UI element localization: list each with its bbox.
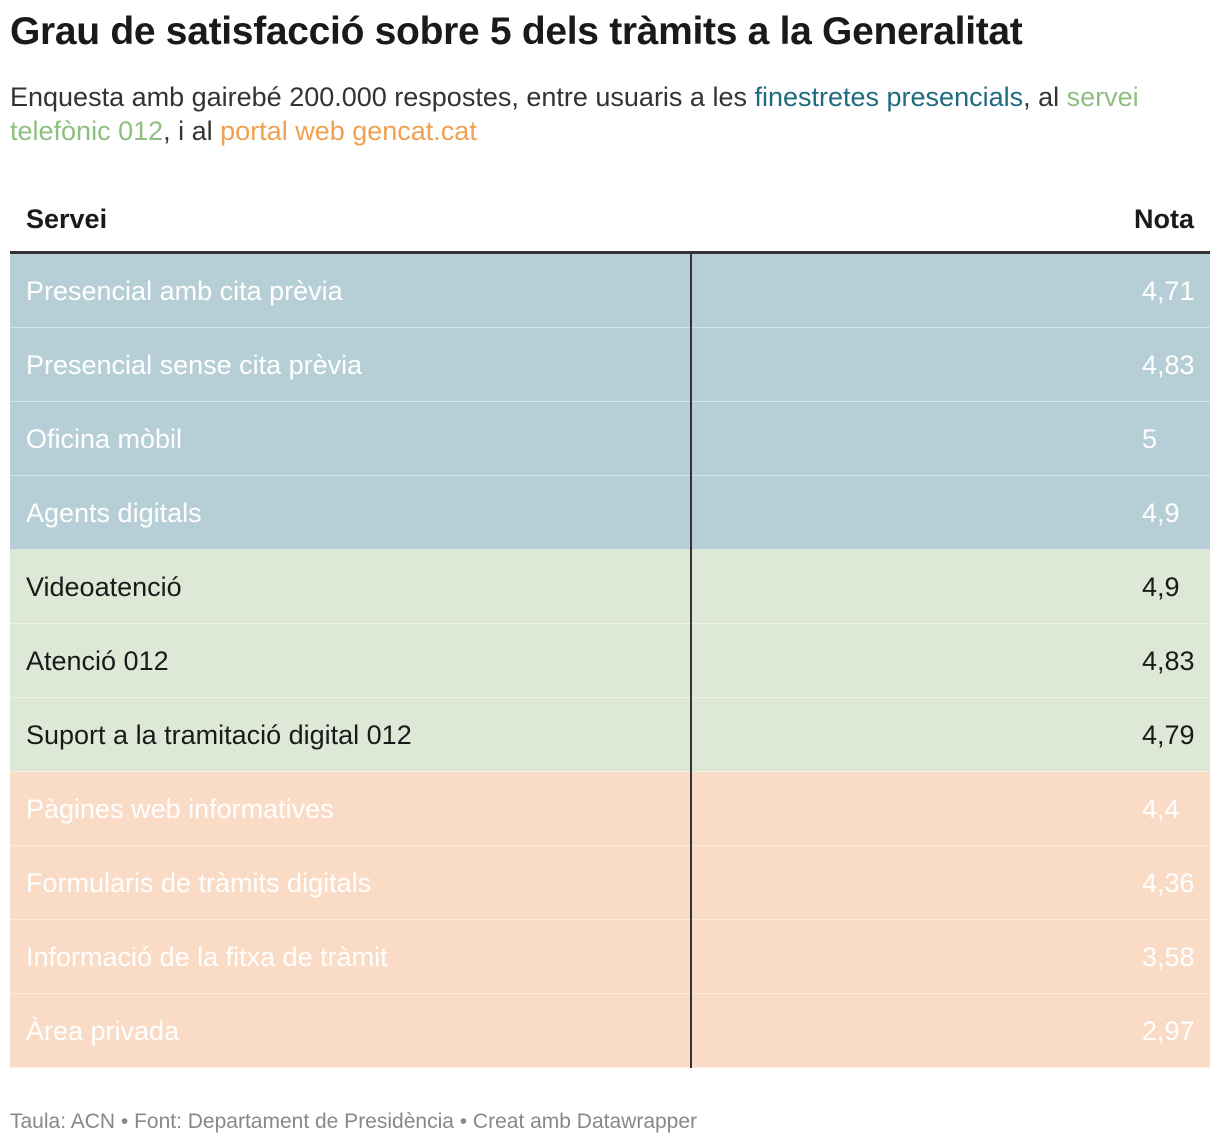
table-header: Servei Nota — [10, 190, 1210, 254]
cell-nota: 4,71 — [1142, 276, 1195, 306]
table-row: Àrea privada 2,97 — [10, 994, 1210, 1068]
subtitle-highlight-web: portal web gencat.cat — [220, 116, 477, 146]
cell-nota: 4,9 — [1142, 498, 1180, 528]
cell-nota: 4,36 — [1142, 868, 1195, 898]
table-row: Presencial amb cita prèvia 4,71 — [10, 254, 1210, 328]
cell-servei: Formularis de tràmits digitals — [26, 868, 372, 898]
subtitle-text-1: Enquesta amb gairebé 200.000 respostes, … — [10, 82, 755, 112]
cell-nota: 4,83 — [1142, 350, 1195, 380]
subtitle-text-3: , i al — [163, 116, 221, 146]
cell-nota: 4,4 — [1142, 794, 1180, 824]
column-divider — [690, 254, 692, 1068]
table-row: Atenció 012 4,83 — [10, 624, 1210, 698]
chart-subtitle: Enquesta amb gairebé 200.000 respostes, … — [10, 80, 1200, 148]
cell-nota: 2,97 — [1142, 1016, 1195, 1046]
subtitle-highlight-presencial: finestretes presencials — [754, 82, 1024, 112]
table-row: Suport a la tramitació digital 012 4,79 — [10, 698, 1210, 772]
table-row: Pàgines web informatives 4,4 — [10, 772, 1210, 846]
chart-title: Grau de satisfacció sobre 5 dels tràmits… — [10, 10, 1023, 53]
cell-servei: Atenció 012 — [26, 646, 169, 676]
cell-nota: 4,9 — [1142, 572, 1180, 602]
cell-servei: Videoatenció — [26, 572, 182, 602]
cell-nota: 5 — [1142, 424, 1158, 454]
cell-servei: Informació de la fitxa de tràmit — [26, 942, 388, 972]
subtitle-highlight-telefonic: servei telefònic 012 — [10, 82, 1139, 146]
cell-servei: Àrea privada — [26, 1016, 180, 1046]
table-row: Presencial sense cita prèvia 4,83 — [10, 328, 1210, 402]
cell-servei: Presencial amb cita prèvia — [26, 276, 343, 306]
table-body: Presencial amb cita prèvia 4,71 Presencial… — [10, 254, 1210, 1068]
cell-nota: 4,83 — [1142, 646, 1195, 676]
cell-nota: 4,79 — [1142, 720, 1195, 750]
satisfaction-table: Servei Nota Presencial amb cita prèvia 4,… — [10, 190, 1210, 1068]
cell-nota: 3,58 — [1142, 942, 1195, 972]
table-row: Formularis de tràmits digitals 4,36 — [10, 846, 1210, 920]
table-row: Videoatenció 4,9 — [10, 550, 1210, 624]
table-row: Oficina mòbil 5 — [10, 402, 1210, 476]
column-header-servei[interactable]: Servei — [26, 204, 108, 234]
cell-servei: Pàgines web informatives — [26, 794, 334, 824]
column-header-nota[interactable]: Nota — [1134, 204, 1194, 234]
table-row: Informació de la fitxa de tràmit 3,58 — [10, 920, 1210, 994]
cell-servei: Presencial sense cita prèvia — [26, 350, 363, 380]
cell-servei: Agents digitals — [26, 498, 202, 528]
table-row: Agents digitals 4,9 — [10, 476, 1210, 550]
chart-footer: Taula: ACN • Font: Departament de Presid… — [10, 1110, 698, 1133]
cell-servei: Suport a la tramitació digital 012 — [26, 720, 412, 750]
cell-servei: Oficina mòbil — [26, 424, 183, 454]
subtitle-text-2: , al — [1023, 82, 1067, 112]
